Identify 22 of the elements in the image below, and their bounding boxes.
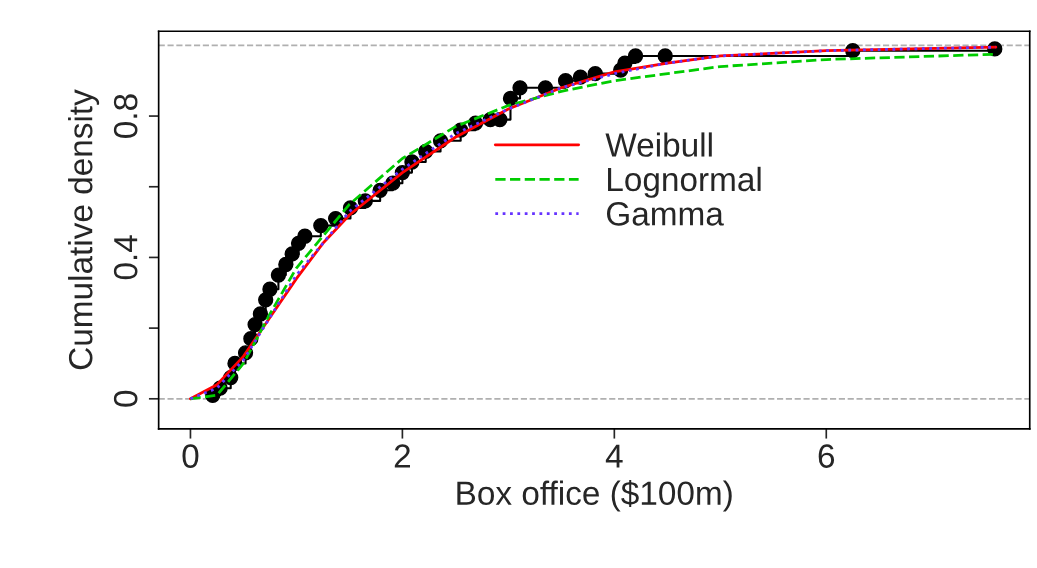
legend-label: Weibull — [605, 132, 712, 157]
x-tick-label: 2 — [394, 444, 410, 468]
x-tick-label: 4 — [605, 444, 623, 468]
y-axis-title: Cumulative density — [68, 89, 100, 370]
x-tick-label: 0 — [182, 444, 199, 468]
y-tick-label: 0.8 — [113, 94, 138, 138]
point — [278, 256, 294, 273]
legend-label: Lognormal — [608, 166, 761, 198]
y-tick-label: 0 — [113, 390, 138, 407]
point — [297, 228, 313, 244]
point — [627, 48, 644, 64]
point — [262, 281, 278, 297]
x-tick-label: 6 — [818, 444, 835, 468]
point — [313, 217, 329, 234]
point — [512, 80, 528, 96]
y-tick-label: 0.4 — [113, 235, 138, 280]
x-axis-title: Box office ($100m) — [457, 480, 732, 512]
point — [657, 48, 673, 64]
point — [270, 267, 287, 283]
legend-label: Gamma — [606, 202, 724, 226]
point — [252, 306, 269, 322]
point — [502, 90, 519, 107]
